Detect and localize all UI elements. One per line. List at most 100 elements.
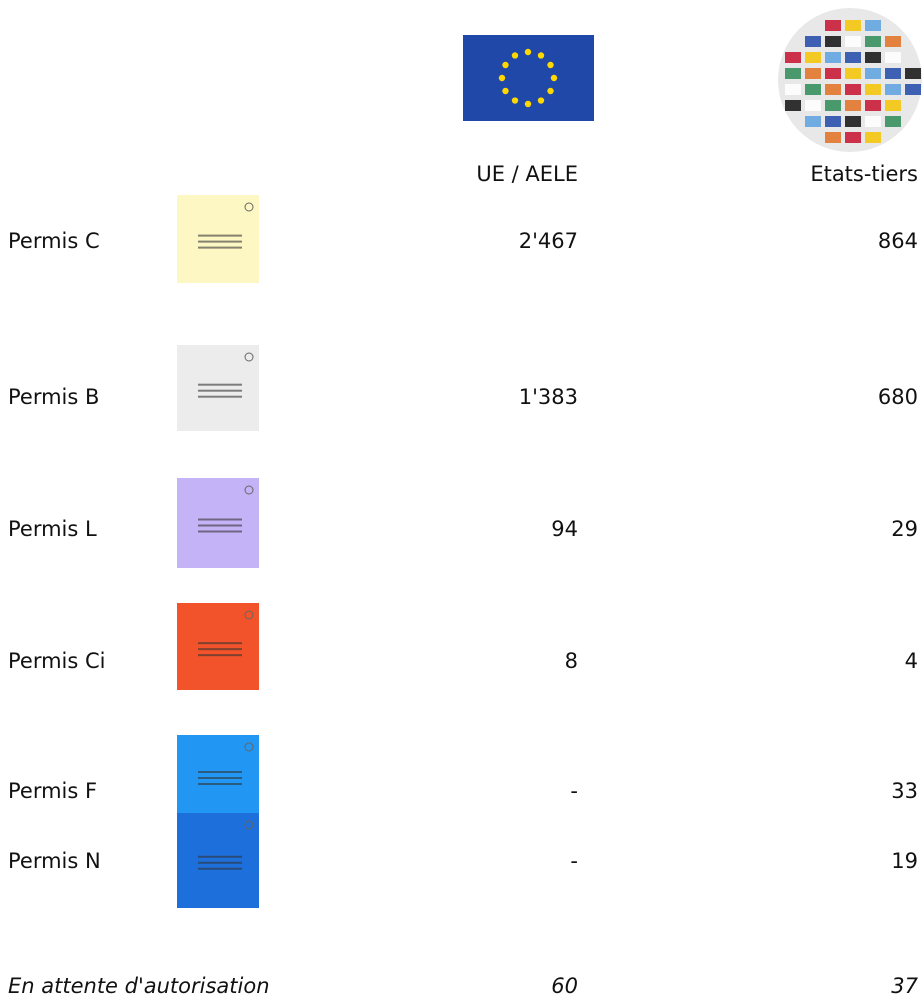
cell-value: 29	[891, 517, 918, 541]
cell-value: 864	[878, 229, 918, 253]
card-line	[198, 531, 242, 533]
flag-patch	[805, 52, 821, 63]
row-label: En attente d'autorisation	[8, 974, 270, 998]
flag-patch	[805, 100, 821, 111]
flag-patch	[885, 52, 901, 63]
star	[525, 101, 531, 107]
flag-patch	[845, 84, 861, 95]
card-line	[198, 648, 242, 650]
row-label: Permis N	[8, 849, 101, 873]
star	[547, 88, 553, 94]
row-label: Permis F	[8, 779, 97, 803]
flag-patch	[825, 68, 841, 79]
flag-patch	[785, 84, 801, 95]
flag-patch	[905, 84, 921, 95]
card-line	[198, 525, 242, 527]
cell-value: 37	[891, 974, 918, 998]
card-line	[198, 519, 242, 521]
permit-cards	[177, 195, 259, 908]
flag-patch	[865, 36, 881, 47]
flag-patch	[845, 68, 861, 79]
row-label: Permis L	[8, 517, 97, 541]
flag-patch	[885, 100, 901, 111]
flag-patch	[865, 68, 881, 79]
permit-card	[177, 195, 259, 283]
cell-value: -	[570, 849, 578, 873]
flag-patch	[865, 116, 881, 127]
cell-value: 94	[551, 517, 578, 541]
permit-card	[177, 603, 259, 690]
flag-patch	[865, 20, 881, 31]
flag-patch	[805, 116, 821, 127]
cell-value: 60	[551, 974, 578, 998]
flag-patch	[825, 36, 841, 47]
flag-patch	[885, 36, 901, 47]
flag-patch	[825, 84, 841, 95]
card-line	[198, 396, 242, 398]
flag-patch	[805, 36, 821, 47]
cell-value: 2'467	[519, 229, 578, 253]
star	[502, 62, 508, 68]
cell-value: -	[570, 779, 578, 803]
column-header: Etats-tiers	[810, 162, 918, 186]
permit-card	[177, 478, 259, 568]
flag-patch	[805, 68, 821, 79]
table-body: Permis C 2'467 864 Permis B 1'383 680 Permis L…	[8, 229, 919, 998]
permit-table: UE / AELE Etats-tiers Permis C2'467864Pe…	[0, 0, 922, 1001]
flag-patch	[785, 100, 801, 111]
card-line	[198, 868, 242, 870]
card-line	[198, 247, 242, 249]
flag-patch	[885, 84, 901, 95]
star	[538, 52, 544, 58]
flag-patch	[865, 132, 881, 143]
permit-card	[177, 813, 259, 908]
card-line	[198, 654, 242, 656]
card-line	[198, 235, 242, 237]
cell-value: 19	[891, 849, 918, 873]
cell-value: 1'383	[519, 385, 578, 409]
card-line	[198, 390, 242, 392]
star	[547, 62, 553, 68]
flag-patch	[885, 68, 901, 79]
flag-patch	[825, 132, 841, 143]
star	[512, 97, 518, 103]
cell-value: 4	[905, 649, 918, 673]
flag-patch	[845, 132, 861, 143]
star	[525, 49, 531, 55]
flag-patch	[825, 116, 841, 127]
row-label: Permis B	[8, 385, 99, 409]
star	[512, 52, 518, 58]
row-label: Permis C	[8, 229, 100, 253]
flag-patch	[825, 100, 841, 111]
star	[502, 88, 508, 94]
flag-patch	[905, 68, 921, 79]
star	[538, 97, 544, 103]
flag-patch	[865, 52, 881, 63]
card-line	[198, 777, 242, 779]
flag-patch	[865, 100, 881, 111]
card-line	[198, 783, 242, 785]
cell-value: 33	[891, 779, 918, 803]
cell-value: 680	[878, 385, 918, 409]
flag-patch	[845, 36, 861, 47]
card-line	[198, 384, 242, 386]
row-label: Permis Ci	[8, 649, 106, 673]
flag-patch	[825, 52, 841, 63]
flag-patch	[845, 100, 861, 111]
eu-flag	[463, 35, 594, 121]
flag-patch	[785, 52, 801, 63]
permit-card	[177, 345, 259, 431]
flag-patch	[825, 20, 841, 31]
star	[551, 75, 557, 81]
cell-value: 8	[565, 649, 578, 673]
globe-icon	[778, 8, 922, 152]
card-line	[198, 856, 242, 858]
flag-patch	[845, 52, 861, 63]
flag-patch	[845, 20, 861, 31]
flag-patch	[885, 116, 901, 127]
card-line	[198, 862, 242, 864]
permit-card	[177, 735, 259, 815]
flag-patch	[805, 84, 821, 95]
card-line	[198, 771, 242, 773]
card-line	[198, 241, 242, 243]
